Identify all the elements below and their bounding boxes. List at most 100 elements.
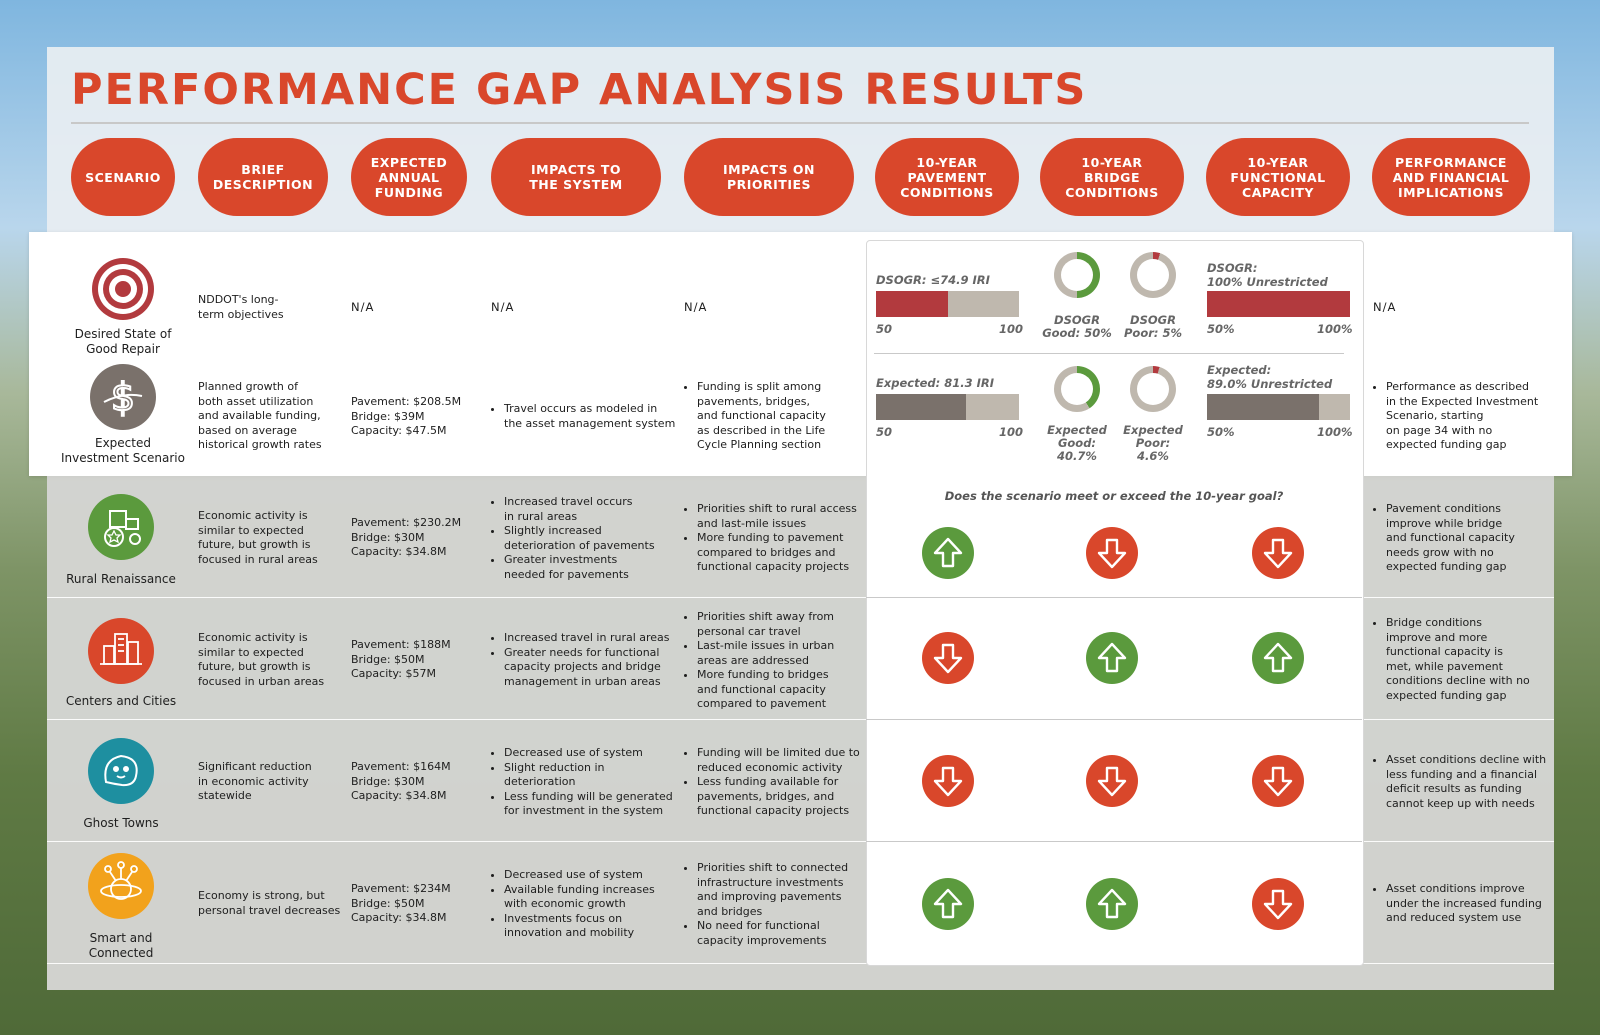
row-1-description: Planned growth of both asset utilization… — [198, 380, 322, 451]
row-4-capacity-goal-icon — [1252, 755, 1304, 807]
row-4-pavement-goal-icon — [922, 755, 974, 807]
header-pavement-conditions: 10-YEAR PAVEMENT CONDITIONS — [875, 138, 1019, 216]
goal-question: Does the scenario meet or exceed the 10-… — [944, 489, 1284, 503]
row-5-description: Economy is strong, but personal travel d… — [198, 889, 341, 917]
row-4-funding: Pavement: $164M Bridge: $30M Capacity: $… — [351, 760, 451, 802]
desired-bridge-good-donut — [1054, 252, 1100, 298]
row-5-capacity-goal-icon — [1252, 878, 1304, 930]
row-separator — [47, 719, 1554, 720]
desired-bridge-poor-donut — [1130, 252, 1176, 298]
header-impacts-priorities: IMPACTS ON PRIORITIES — [684, 138, 854, 216]
desired-capacity-label: DSOGR: 100% Unrestricted — [1207, 261, 1328, 289]
row-2-bridge-goal-icon — [1086, 527, 1138, 579]
row-0-impacts-priorities: N/A — [684, 300, 708, 314]
row-5-impacts-priorities: Priorities shift to connected infrastruc… — [684, 861, 848, 948]
row-4-impacts-priorities: Funding will be limited due to reduced e… — [684, 746, 860, 819]
row-3-impacts-priorities: Priorities shift away from personal car … — [684, 610, 834, 712]
desired-capacity-max: 100% — [1317, 322, 1353, 336]
row-5-pavement-goal-icon — [922, 878, 974, 930]
network-icon — [88, 853, 154, 919]
desired-pavement-max: 100 — [999, 322, 1024, 336]
target-icon — [90, 256, 156, 322]
desired-capacity-fill — [1207, 291, 1350, 317]
row-5-bridge-goal-icon — [1086, 878, 1138, 930]
row-0-name: Desired State of Good Repair — [74, 327, 172, 356]
row-4-name: Ghost Towns — [83, 816, 159, 830]
list-item: Asset conditions improve under the incre… — [1386, 882, 1542, 926]
row-3-funding: Pavement: $188M Bridge: $50M Capacity: $… — [351, 638, 451, 680]
desired-capacity-bar — [1207, 291, 1350, 317]
expected-bridge-poor-label: Expected Poor: 4.6% — [1123, 423, 1183, 463]
header-financial-implications: PERFORMANCE AND FINANCIAL IMPLICATIONS — [1372, 138, 1530, 216]
conditions-separator — [874, 353, 1344, 354]
row-4-impacts-system: Decreased use of system Slight reduction… — [491, 746, 673, 819]
expected-bridge-poor-donut — [1130, 366, 1176, 412]
row-0-description: NDDOT's long- term objectives — [198, 293, 284, 321]
city-icon — [88, 618, 154, 684]
row-1-funding: Pavement: $208.5M Bridge: $39M Capacity:… — [351, 395, 462, 437]
list-item: Performance as described in the Expected… — [1386, 380, 1538, 453]
expected-pavement-min: 50 — [876, 425, 893, 439]
list-item: Decreased use of system — [504, 868, 655, 883]
row-2-pavement-goal-icon — [922, 527, 974, 579]
list-item: Asset conditions decline with less fundi… — [1386, 753, 1546, 811]
expected-bridge-good-label: Expected Good: 40.7% — [1047, 423, 1107, 463]
desired-pavement-fill — [876, 291, 948, 317]
row-3-implications: Bridge conditions improve and more funct… — [1373, 616, 1530, 703]
row-3-description: Economic activity is similar to expected… — [198, 631, 325, 688]
tractor-icon — [88, 494, 154, 560]
list-item: Bridge conditions improve and more funct… — [1386, 616, 1530, 703]
expected-pavement-label: Expected: 81.3 IRI — [876, 376, 995, 390]
row-2-description: Economic activity is similar to expected… — [198, 509, 318, 566]
row-0-funding: N/A — [351, 300, 375, 314]
row-separator — [47, 841, 1554, 842]
expected-bridge-good-donut — [1054, 366, 1100, 412]
page-title: PERFORMANCE GAP ANALYSIS RESULTS — [71, 65, 1088, 115]
conditions-panel — [866, 240, 1364, 966]
title-rule — [71, 122, 1529, 124]
list-item: More funding to pavement compared to bri… — [697, 531, 857, 575]
row-3-pavement-goal-icon — [922, 632, 974, 684]
conditions-separator — [866, 841, 1362, 842]
header-scenario: SCENARIO — [71, 138, 175, 216]
expected-pavement-fill — [876, 394, 967, 420]
list-item: Travel occurs as modeled in the asset ma… — [504, 402, 675, 431]
list-item: Slight reduction in deterioration — [504, 761, 673, 790]
row-5-funding: Pavement: $234M Bridge: $50M Capacity: $… — [351, 882, 451, 924]
row-2-name: Rural Renaissance — [66, 572, 176, 586]
row-5-impacts-system: Decreased use of system Available fundin… — [491, 868, 655, 941]
expected-capacity-label: Expected: 89.0% Unrestricted — [1207, 363, 1333, 391]
row-separator — [47, 597, 1554, 598]
row-5-implications: Asset conditions improve under the incre… — [1373, 882, 1542, 926]
desired-bridge-poor-label: DSOGR Poor: 5% — [1123, 313, 1183, 340]
expected-pavement-bar — [876, 394, 1019, 420]
list-item: Priorities shift away from personal car … — [697, 610, 834, 639]
row-1-impacts-system: Travel occurs as modeled in the asset ma… — [491, 402, 675, 431]
list-item: Increased travel in rural areas — [504, 631, 670, 646]
list-item: Increased travel occurs in rural areas — [504, 495, 655, 524]
list-item: Decreased use of system — [504, 746, 673, 761]
header-brief-description: BRIEF DESCRIPTION — [198, 138, 328, 216]
list-item: Slightly increased deterioration of pave… — [504, 524, 655, 553]
conditions-separator — [866, 719, 1362, 720]
list-item: Priorities shift to rural access and las… — [697, 502, 857, 531]
row-0-implications: N/A — [1373, 300, 1397, 314]
list-item: Funding is split among pavements, bridge… — [697, 380, 826, 453]
row-5-name: Smart and Connected — [88, 931, 154, 960]
row-2-capacity-goal-icon — [1252, 527, 1304, 579]
row-4-description: Significant reduction in economic activi… — [198, 760, 312, 802]
list-item: Greater investments needed for pavements — [504, 553, 655, 582]
desired-pavement-bar — [876, 291, 1019, 317]
desired-bridge-good-label: DSOGR Good: 50% — [1042, 313, 1112, 340]
list-item: Priorities shift to connected infrastruc… — [697, 861, 848, 919]
header-expected-annual-funding: EXPECTED ANNUAL FUNDING — [351, 138, 467, 216]
dollar-icon: $ — [90, 364, 156, 430]
row-2-impacts-system: Increased travel occurs in rural areas S… — [491, 495, 655, 582]
list-item: Less funding available for pavements, br… — [697, 775, 860, 819]
header-impacts-system: IMPACTS TO THE SYSTEM — [491, 138, 661, 216]
header-functional-capacity: 10-YEAR FUNCTIONAL CAPACITY — [1206, 138, 1350, 216]
list-item: More funding to bridges and functional c… — [697, 668, 834, 712]
row-3-capacity-goal-icon — [1252, 632, 1304, 684]
list-item: Funding will be limited due to reduced e… — [697, 746, 860, 775]
row-2-funding: Pavement: $230.2M Bridge: $30M Capacity:… — [351, 516, 462, 558]
